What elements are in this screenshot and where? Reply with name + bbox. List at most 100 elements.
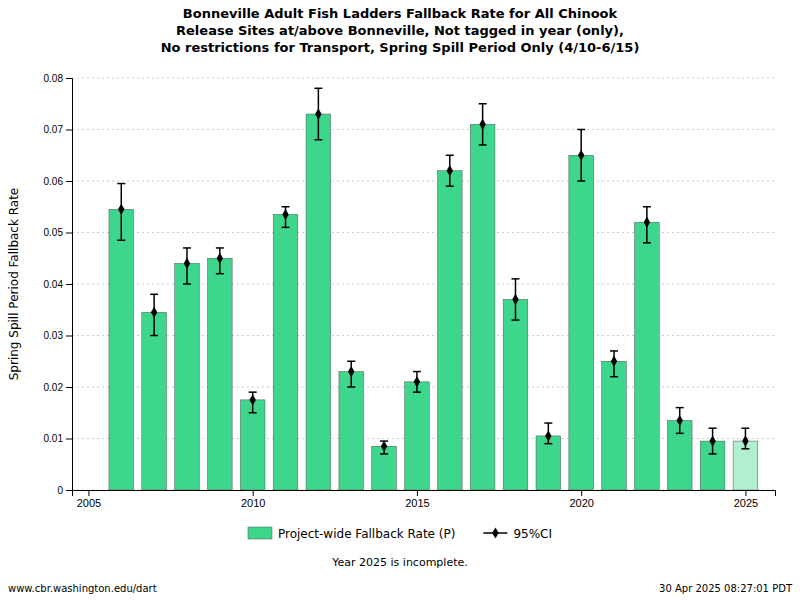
error-cap-upper <box>117 183 125 185</box>
error-bar <box>544 423 552 444</box>
error-marker <box>709 435 715 446</box>
x-tick-label: 2010 <box>241 497 265 509</box>
y-tick-mark <box>66 336 72 337</box>
x-tick: 2025 <box>734 490 758 509</box>
error-cap-upper <box>544 422 552 424</box>
bar <box>208 258 233 490</box>
x-tick-mark <box>417 490 418 496</box>
y-tick: 0.03 <box>44 330 72 341</box>
error-bar <box>282 207 290 228</box>
y-axis-title: Spring Spill Period Fallback Rate <box>7 188 21 381</box>
y-tick-label: 0.05 <box>44 227 64 238</box>
y-tick: 0 <box>57 485 72 496</box>
legend-marker <box>492 527 498 538</box>
error-cap-lower <box>380 453 388 455</box>
error-bar <box>380 441 388 454</box>
y-tick-mark <box>66 130 72 131</box>
error-bar <box>183 248 191 284</box>
y-tick-label: 0.08 <box>44 73 64 84</box>
title-line: Bonneville Adult Fish Ladders Fallback R… <box>183 6 618 21</box>
y-tick-mark <box>66 387 72 388</box>
y-tick: 0.04 <box>44 279 72 290</box>
y-tick-label: 0.04 <box>44 279 64 290</box>
y-tick-label: 0.07 <box>44 124 64 135</box>
footnote: Year 2025 is incomplete. <box>331 556 467 569</box>
x-tick-label: 2020 <box>569 497 593 509</box>
error-marker <box>315 108 321 119</box>
error-cap-lower <box>479 144 487 146</box>
title: Bonneville Adult Fish Ladders Fallback R… <box>161 6 640 55</box>
error-cap-upper <box>150 294 158 296</box>
error-bar <box>709 428 717 454</box>
error-bar <box>643 207 651 243</box>
error-cap-lower <box>347 386 355 388</box>
error-bar <box>347 361 355 387</box>
bar <box>602 361 627 490</box>
website: www.cbr.washington.edu/dart <box>8 583 157 594</box>
y-tick-mark <box>66 78 72 79</box>
legend-item: Project-wide Fallback Rate (P) <box>248 527 455 541</box>
error-cap-lower <box>709 453 717 455</box>
error-bar <box>577 130 585 182</box>
error-cap-upper <box>216 247 224 249</box>
error-cap-lower <box>446 185 454 187</box>
error-bar <box>511 279 519 320</box>
x-axis-line <box>73 491 776 497</box>
error-cap-lower <box>282 227 290 229</box>
title-line: No restrictions for Transport, Spring Sp… <box>161 40 640 55</box>
bar <box>339 372 364 490</box>
bar <box>503 299 528 490</box>
error-cap-upper <box>676 407 684 409</box>
error-bar <box>479 104 487 145</box>
error-bar <box>446 155 454 186</box>
error-cap-lower <box>741 448 749 450</box>
error-cap-upper <box>643 206 651 208</box>
grid-line <box>72 181 775 182</box>
error-bar <box>314 88 322 140</box>
bar <box>569 155 594 490</box>
x-axis: 20052010201520202025 <box>73 490 776 509</box>
bar <box>240 400 265 490</box>
legend-item: 95%CI <box>483 527 552 541</box>
error-cap-lower <box>117 239 125 241</box>
error-marker <box>184 258 190 269</box>
y-tick: 0.06 <box>44 176 72 187</box>
bar <box>405 382 430 490</box>
error-cap-lower <box>544 443 552 445</box>
error-marker <box>217 253 223 264</box>
error-marker <box>677 415 683 426</box>
error-marker <box>381 441 387 452</box>
chart-svg: Bonneville Adult Fish Ladders Fallback R… <box>0 0 800 600</box>
error-cap-lower <box>610 376 618 378</box>
error-marker <box>249 394 255 405</box>
error-marker <box>151 307 157 318</box>
grid-line <box>72 78 775 79</box>
error-marker <box>282 209 288 220</box>
error-marker <box>479 119 485 130</box>
error-cap-upper <box>413 371 421 373</box>
bar <box>306 114 331 490</box>
error-cap-lower <box>676 433 684 435</box>
error-cap-lower <box>216 273 224 275</box>
legend: Project-wide Fallback Rate (P) 95%CI <box>248 527 552 541</box>
y-tick: 0.01 <box>44 433 72 444</box>
plot-area: 2005201020152020202500.010.020.030.040.0… <box>44 73 776 509</box>
error-cap-upper <box>446 155 454 157</box>
error-bar <box>216 248 224 274</box>
error-cap-upper <box>479 103 487 105</box>
error-cap-lower <box>643 242 651 244</box>
error-bar <box>249 392 257 413</box>
error-cap-upper <box>577 129 585 131</box>
datestamp: 30 Apr 2025 08:27:01 PDT <box>659 583 793 594</box>
bar <box>142 312 167 490</box>
grid-line <box>72 232 775 233</box>
y-tick-label: 0.02 <box>44 382 64 393</box>
error-cap-upper <box>183 247 191 249</box>
bar <box>175 263 200 490</box>
y-tick-mark <box>66 490 72 491</box>
bar <box>470 124 495 490</box>
error-cap-upper <box>610 350 618 352</box>
error-marker <box>611 356 617 367</box>
error-marker <box>742 435 748 446</box>
error-bar <box>150 294 158 335</box>
